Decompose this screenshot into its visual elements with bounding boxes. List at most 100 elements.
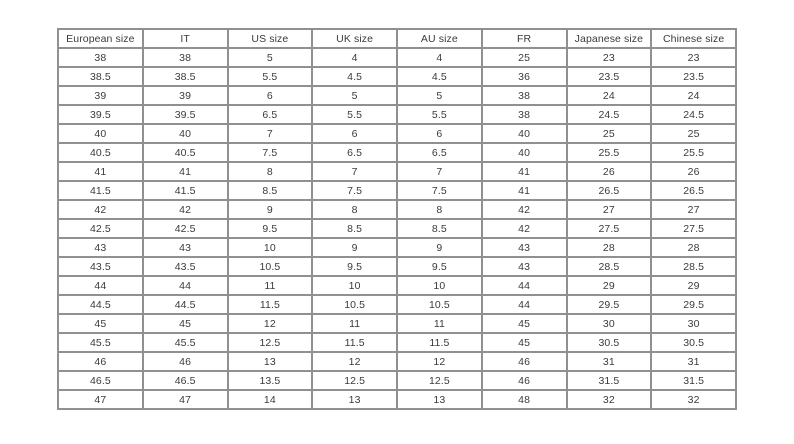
table-cell: 10 [397, 276, 482, 295]
table-cell: 26.5 [566, 181, 652, 200]
column-header-it: IT [142, 29, 228, 48]
column-header-us-size: US size [227, 29, 313, 48]
table-cell: 27 [566, 200, 652, 219]
table-row: 39 39 6 5 5 38 24 24 [58, 86, 736, 105]
table-row: 46.5 46.5 13.5 12.5 12.5 46 31.5 31.5 [58, 371, 736, 390]
table-cell: 11 [227, 276, 313, 295]
table-cell: 39.5 [58, 105, 143, 124]
table-cell: 5.5 [227, 67, 313, 86]
table-cell: 41.5 [142, 181, 228, 200]
table-cell: 27 [651, 200, 736, 219]
table-cell: 14 [227, 390, 313, 409]
table-cell: 44.5 [142, 295, 228, 314]
table-cell: 7.5 [397, 181, 482, 200]
table-cell: 38 [58, 48, 143, 67]
table-cell: 46 [58, 352, 143, 371]
column-header-uk-size: UK size [312, 29, 397, 48]
table-cell: 30 [651, 314, 736, 333]
table-row: 40.5 40.5 7.5 6.5 6.5 40 25.5 25.5 [58, 143, 736, 162]
table-cell: 30.5 [651, 333, 736, 352]
table-cell: 41 [481, 181, 567, 200]
table-cell: 32 [651, 390, 736, 409]
table-cell: 5.5 [312, 105, 397, 124]
table-cell: 13 [227, 352, 313, 371]
table-cell: 27.5 [651, 219, 736, 238]
size-conversion-table-container: European size IT US size UK size AU size FR Ja… [57, 28, 737, 410]
table-cell: 4.5 [397, 67, 482, 86]
column-header-au-size: AU size [397, 29, 482, 48]
table-cell: 5 [312, 86, 397, 105]
table-row: 43 43 10 9 9 43 28 28 [58, 238, 736, 257]
table-cell: 43 [58, 238, 143, 257]
table-cell: 29 [566, 276, 652, 295]
table-cell: 28.5 [566, 257, 652, 276]
table-cell: 45 [481, 314, 567, 333]
table-cell: 39.5 [142, 105, 228, 124]
table-cell: 38 [481, 105, 567, 124]
table-cell: 8 [227, 162, 313, 181]
table-cell: 7.5 [227, 143, 313, 162]
table-row: 41 41 8 7 7 41 26 26 [58, 162, 736, 181]
table-cell: 46 [481, 352, 567, 371]
table-cell: 43 [481, 257, 567, 276]
table-cell: 25 [651, 124, 736, 143]
column-header-japanese-size: Japanese size [566, 29, 652, 48]
table-cell: 43.5 [58, 257, 143, 276]
table-cell: 24 [566, 86, 652, 105]
table-cell: 12 [312, 352, 397, 371]
table-cell: 47 [142, 390, 228, 409]
table-cell: 12.5 [227, 333, 313, 352]
table-cell: 6 [397, 124, 482, 143]
column-header-chinese-size: Chinese size [651, 29, 736, 48]
table-cell: 42 [58, 200, 143, 219]
table-cell: 26 [651, 162, 736, 181]
table-cell: 6 [312, 124, 397, 143]
table-row: 47 47 14 13 13 48 32 32 [58, 390, 736, 409]
table-cell: 41 [142, 162, 228, 181]
table-row: 42.5 42.5 9.5 8.5 8.5 42 27.5 27.5 [58, 219, 736, 238]
table-cell: 44.5 [58, 295, 143, 314]
table-row: 44 44 11 10 10 44 29 29 [58, 276, 736, 295]
table-cell: 46.5 [58, 371, 143, 390]
table-cell: 4.5 [312, 67, 397, 86]
table-cell: 12 [397, 352, 482, 371]
table-cell: 38 [481, 86, 567, 105]
table-cell: 41 [481, 162, 567, 181]
table-cell: 38 [142, 48, 228, 67]
table-header: European size IT US size UK size AU size FR Ja… [58, 29, 736, 48]
table-cell: 28 [566, 238, 652, 257]
table-cell: 12.5 [312, 371, 397, 390]
table-row: 42 42 9 8 8 42 27 27 [58, 200, 736, 219]
table-cell: 11 [397, 314, 482, 333]
table-cell: 4 [397, 48, 482, 67]
table-row: 41.5 41.5 8.5 7.5 7.5 41 26.5 26.5 [58, 181, 736, 200]
table-row: 38 38 5 4 4 25 23 23 [58, 48, 736, 67]
table-cell: 38.5 [58, 67, 143, 86]
table-cell: 42.5 [142, 219, 228, 238]
table-cell: 6.5 [312, 143, 397, 162]
table-cell: 13 [312, 390, 397, 409]
table-cell: 6 [227, 86, 313, 105]
table-cell: 7 [397, 162, 482, 181]
table-cell: 10.5 [312, 295, 397, 314]
table-cell: 23.5 [566, 67, 652, 86]
table-cell: 45 [142, 314, 228, 333]
table-cell: 40 [481, 124, 567, 143]
table-cell: 27.5 [566, 219, 652, 238]
table-cell: 24.5 [651, 105, 736, 124]
table-cell: 11.5 [312, 333, 397, 352]
table-cell: 25 [566, 124, 652, 143]
table-cell: 42 [142, 200, 228, 219]
table-cell: 8.5 [397, 219, 482, 238]
table-row: 46 46 13 12 12 46 31 31 [58, 352, 736, 371]
table-row: 38.5 38.5 5.5 4.5 4.5 36 23.5 23.5 [58, 67, 736, 86]
table-cell: 41.5 [58, 181, 143, 200]
table-cell: 12.5 [397, 371, 482, 390]
table-cell: 31.5 [566, 371, 652, 390]
table-cell: 5 [397, 86, 482, 105]
table-row: 40 40 7 6 6 40 25 25 [58, 124, 736, 143]
table-cell: 9 [227, 200, 313, 219]
table-cell: 8 [312, 200, 397, 219]
table-cell: 36 [481, 67, 567, 86]
table-cell: 45 [58, 314, 143, 333]
